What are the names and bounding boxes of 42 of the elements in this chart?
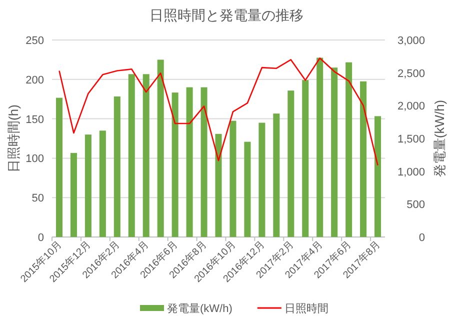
- bar: [142, 74, 150, 237]
- y-tick-label: 0: [38, 232, 44, 244]
- y2-tick-label: 2,000: [397, 100, 425, 113]
- bar: [84, 134, 92, 237]
- bar: [331, 68, 338, 237]
- y-axis-title: 日照時間(h): [6, 104, 21, 172]
- y-tick-label: 200: [26, 74, 44, 86]
- bar: [244, 142, 251, 237]
- bar: [99, 130, 106, 237]
- bar: [316, 58, 324, 237]
- bar: [374, 116, 382, 237]
- bar: [56, 98, 62, 237]
- bar: [288, 90, 294, 237]
- bar: [114, 96, 120, 237]
- bar: [215, 134, 222, 237]
- y2-tick-label: 1,000: [397, 166, 425, 178]
- bar: [273, 114, 280, 237]
- line-series: [58, 57, 378, 166]
- chart-title: 日照時間と発電量の推移: [150, 7, 304, 23]
- y-tick-label: 100: [26, 153, 44, 166]
- bar: [157, 60, 164, 237]
- y2-tick-label: 2,500: [397, 68, 425, 80]
- bar: [230, 120, 236, 237]
- legend-label: 日照時間: [284, 302, 328, 315]
- y-tick-label: 50: [32, 192, 44, 205]
- y-tick-label: 250: [26, 35, 44, 47]
- y2-tick-label: 500: [406, 199, 425, 212]
- y2-tick-label: 3,000: [397, 35, 425, 47]
- bar: [360, 81, 367, 237]
- bar: [70, 152, 77, 237]
- legend-label: 発電量(kW/h): [167, 303, 232, 315]
- y-tick-label: 150: [26, 114, 44, 126]
- y2-axis-title: 発電量(kW/h): [432, 100, 447, 178]
- y2-tick-label: 0: [418, 232, 425, 244]
- y2-tick-label: 1,500: [397, 134, 425, 146]
- bar: [346, 62, 352, 237]
- bar: [128, 74, 135, 237]
- bar: [172, 92, 178, 237]
- bar: [200, 87, 208, 237]
- bar: [186, 87, 193, 237]
- bar: [258, 122, 266, 237]
- bar: [302, 80, 309, 237]
